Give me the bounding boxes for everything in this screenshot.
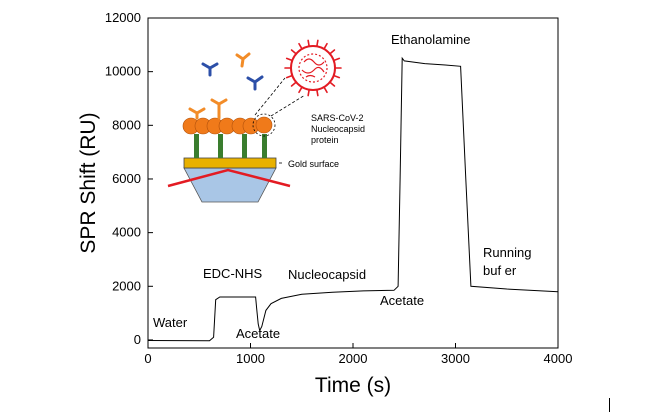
virus-spike (323, 86, 328, 94)
linker (194, 134, 199, 158)
antibody-free (201, 52, 264, 91)
linker (242, 134, 247, 158)
virus-spike (332, 57, 341, 62)
x-tick-label: 4000 (544, 351, 573, 366)
y-tick-label: 6000 (112, 171, 141, 186)
nucleocapsid-protein (255, 116, 273, 134)
annotation-edc-nhs: EDC-NHS (203, 266, 263, 281)
annotation-running-line2: buf er (483, 263, 517, 278)
virus-spike (332, 74, 341, 79)
spr-trace (147, 56, 559, 342)
y-tick-label: 10000 (105, 64, 141, 79)
laser-beam (167, 168, 291, 188)
linker (218, 134, 223, 158)
zoom-circle (252, 113, 276, 137)
y-tick-label: 2000 (112, 278, 141, 293)
y-axis-title: SPR Shift (RU) (77, 112, 100, 253)
virus-spike (298, 86, 303, 94)
y-tick-label: 4000 (112, 225, 141, 240)
virus-spike (316, 88, 319, 97)
y-tick-label: 8000 (112, 117, 141, 132)
virus-label-line2: Nucleocapsid (311, 124, 365, 134)
annotation-water: Water (153, 315, 188, 330)
annotation-acetate-2: Acetate (380, 293, 424, 308)
annotation-ethanolamine: Ethanolamine (391, 32, 471, 47)
y-axis-ticks: 0 2000 4000 6000 8000 10000 12000 (105, 10, 153, 347)
annotation-nucleocapsid: Nucleocapsid (288, 267, 366, 282)
gold-surface-label: Gold surface (288, 159, 339, 169)
y-tick-label: 12000 (105, 10, 141, 25)
linker (262, 134, 267, 158)
x-axis-ticks: 0 1000 2000 3000 4000 (144, 343, 572, 366)
x-tick-label: 0 (144, 351, 151, 366)
zoom-line (270, 94, 306, 117)
virus-label-line1: SARS-CoV-2 (311, 113, 364, 123)
virus-label-line3: protein (311, 135, 339, 145)
antibody-bound (188, 98, 228, 120)
edge-mark (609, 398, 610, 412)
prism (183, 167, 277, 203)
inset-illustration: SARS-CoV-2 Nucleocapsid protein Gold sur… (167, 39, 365, 203)
y-tick-label: 0 (134, 332, 141, 347)
nucleocapsid-protein (182, 117, 260, 135)
x-tick-label: 3000 (441, 351, 470, 366)
virus-spike (285, 74, 294, 79)
virus-spike (285, 57, 294, 62)
x-tick-label: 1000 (236, 351, 265, 366)
virus-icon (284, 39, 342, 97)
annotation-running-line1: Running (483, 245, 531, 260)
zoom-line (254, 77, 286, 116)
x-tick-label: 2000 (339, 351, 368, 366)
annotation-acetate-1: Acetate (236, 326, 280, 341)
gold-surface (183, 157, 277, 169)
x-axis-title: Time (s) (315, 374, 391, 397)
virus-spike (307, 88, 310, 97)
